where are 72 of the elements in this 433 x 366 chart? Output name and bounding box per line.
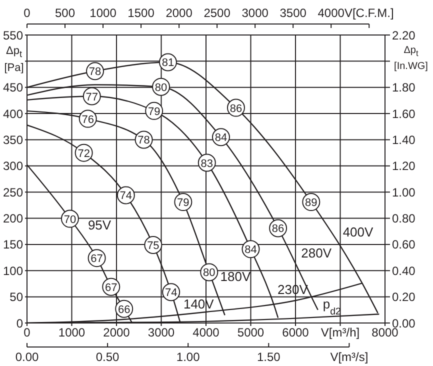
y2-tick-label: 0.80: [392, 212, 416, 226]
text: V[m³/s]: [330, 350, 368, 364]
y-tick-label: 450: [2, 80, 24, 95]
y2-tick-label: 1.80: [392, 80, 416, 95]
x2-tick-label: 4000: [318, 6, 345, 20]
y2-tick-label: 2.20: [392, 28, 416, 42]
annotation: 83: [200, 158, 214, 170]
y-tick-label: 100: [2, 264, 24, 278]
annotation: p$_{d2}$: [322, 296, 341, 318]
y2-tick-label: 1.20: [392, 159, 416, 174]
annotation: 79: [177, 197, 190, 210]
annotation: 77: [86, 91, 98, 104]
annotation: 84: [244, 244, 257, 256]
x-tick-label: 4000: [192, 326, 220, 340]
y2-tick-label: 1.00: [392, 185, 416, 200]
y-tick-label: 50: [10, 290, 24, 304]
x-tick-label: 1000: [58, 326, 86, 340]
x2-tick-label: 2500: [204, 6, 231, 20]
y2-tick-label: 1.40: [392, 132, 416, 147]
annotation: 75: [147, 240, 160, 252]
y-tick-label: 150: [2, 238, 24, 252]
annotation: 86: [230, 102, 242, 115]
x2-tick-label: 1000: [90, 6, 117, 20]
text: 1.50: [256, 350, 281, 364]
y-tick-label: 200: [2, 212, 24, 226]
x2-tick-label: V[C.F.M.]: [344, 6, 394, 20]
y-tick-label: 300: [2, 159, 24, 174]
y-tick-label: 350: [2, 132, 24, 147]
x-tick-label: 2000: [103, 326, 130, 340]
x2-tick-label: 3000: [242, 6, 269, 20]
y-tick-label: 0: [16, 316, 24, 330]
annotation: 95V: [88, 218, 112, 233]
x-tick-label: V[m³/h]: [320, 326, 360, 340]
annotation: 280V: [301, 245, 332, 260]
annotation: 72: [78, 148, 90, 160]
annotation: 400V: [342, 224, 374, 240]
x-tick-label: 5000: [237, 326, 264, 340]
x-tick-label: 6000: [282, 326, 310, 340]
annotation: 78: [138, 134, 150, 147]
y2-tick-label: 0.20: [392, 290, 416, 304]
y-tick-label: 550: [2, 28, 24, 42]
annotation: 89: [305, 197, 318, 210]
y2-tick-label: 0.60: [392, 238, 416, 252]
annotation: 180V: [220, 268, 251, 284]
annotation: 74: [164, 287, 178, 300]
annotation: 80: [154, 82, 168, 94]
annotation: 74: [120, 190, 132, 202]
x-tick-label: 3000: [148, 326, 175, 340]
annotation: 70: [64, 214, 76, 226]
annotation: 67: [105, 282, 118, 294]
annotation: 66: [118, 304, 130, 316]
text: 0.50: [96, 350, 120, 364]
y2-axis-title: Δp$_{t}$ [In.WG]: [393, 44, 429, 74]
y2-tick-label: 0.40: [392, 264, 416, 278]
annotation: 80: [203, 267, 216, 280]
annotation: 67: [90, 253, 103, 266]
x2-tick-label: 2000: [166, 6, 193, 20]
y-tick-label: 250: [2, 185, 24, 200]
annotation: 86: [272, 223, 284, 236]
x2-tick-label: 3500: [280, 6, 307, 20]
y-axis-title: Δp$_{t}$ [Pa]: [3, 44, 25, 76]
text: 1.00: [176, 350, 200, 364]
annotation: 84: [214, 132, 228, 144]
annotation: 79: [148, 106, 160, 118]
annotation: 81: [162, 57, 174, 70]
annotation: 76: [82, 114, 94, 126]
text: 0.00: [15, 350, 39, 364]
y2-tick-label: 1.60: [392, 106, 416, 121]
x2-tick-label: 500: [54, 6, 76, 20]
annotation: 78: [88, 66, 102, 78]
y-tick-label: 400: [2, 106, 24, 121]
x2-tick-label: 1500: [128, 6, 155, 20]
